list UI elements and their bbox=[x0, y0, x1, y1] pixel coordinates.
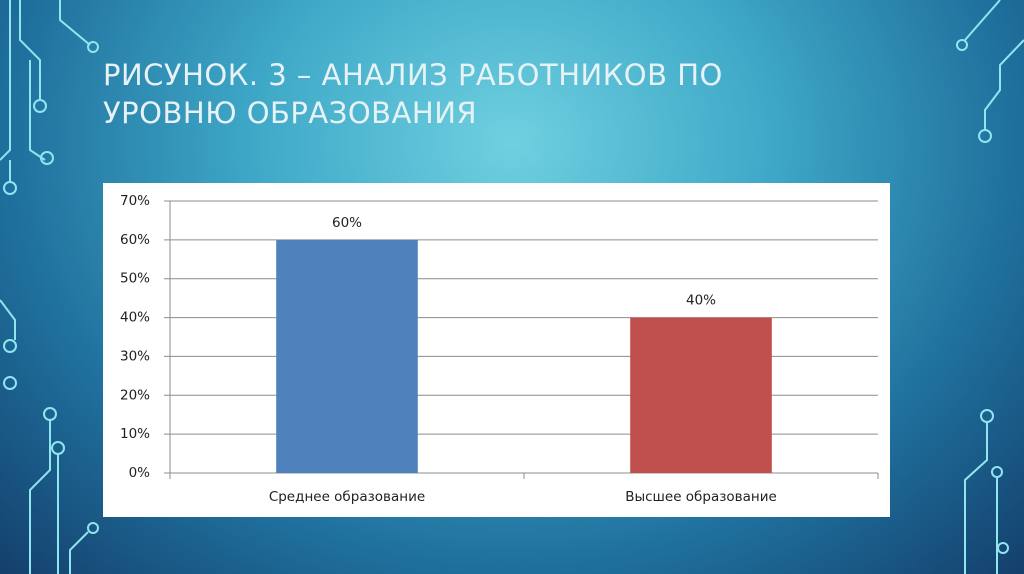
y-tick-label: 30% bbox=[120, 348, 150, 364]
y-tick-label: 70% bbox=[120, 193, 150, 209]
bar bbox=[276, 239, 418, 473]
y-tick-label: 60% bbox=[120, 232, 150, 248]
y-tick-label: 0% bbox=[129, 465, 151, 481]
y-tick-label: 50% bbox=[120, 271, 150, 287]
value-label: 60% bbox=[332, 215, 362, 231]
x-tick-label: Высшее образование bbox=[625, 489, 777, 505]
chart-area bbox=[103, 183, 890, 517]
y-tick-label: 10% bbox=[120, 426, 150, 442]
y-tick-label: 40% bbox=[120, 310, 150, 326]
x-tick-label: Среднее образование bbox=[269, 489, 425, 505]
value-label: 40% bbox=[686, 293, 716, 309]
y-tick-label: 20% bbox=[120, 387, 150, 403]
bar bbox=[630, 317, 772, 473]
slide-title: РИСУНОК. 3 – АНАЛИЗ РАБОТНИКОВ ПО УРОВНЮ… bbox=[103, 58, 723, 130]
